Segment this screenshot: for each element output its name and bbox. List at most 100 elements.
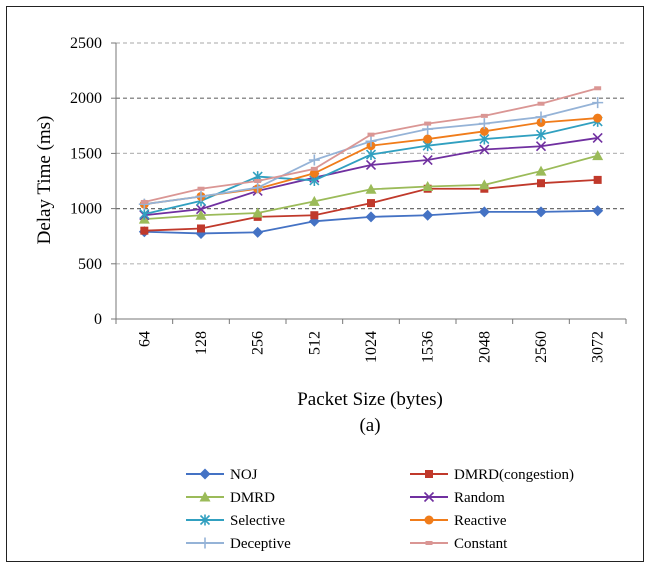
- x-tick-label: 2560: [533, 331, 550, 363]
- legend-label: Selective: [230, 513, 285, 529]
- legend-label: NOJ: [230, 467, 258, 483]
- data-point: [592, 97, 604, 109]
- data-point: [594, 86, 602, 91]
- y-tick-label: 1500: [70, 145, 102, 162]
- data-point: [422, 154, 433, 166]
- y-tick-label: 500: [78, 256, 102, 273]
- x-tick-label: 1024: [363, 331, 380, 363]
- data-point: [535, 165, 547, 176]
- legend-item: Reactive: [410, 513, 507, 529]
- legend: NOJ DMRD(congestion) DMRD Random Selective Re…: [186, 467, 574, 552]
- data-point: [478, 118, 490, 130]
- y-axis-ticks: 0 500 1000 1500 2000 2500: [70, 35, 102, 328]
- data-point: [537, 179, 545, 188]
- data-point: [140, 199, 148, 204]
- data-point: [537, 101, 545, 106]
- data-point: [478, 206, 490, 218]
- series-constant: [140, 86, 602, 204]
- series-deceptive: [138, 97, 604, 210]
- data-point: [367, 199, 375, 208]
- data-point: [139, 208, 150, 220]
- legend-item: Deceptive: [186, 536, 291, 552]
- data-point: [424, 515, 434, 525]
- data-point: [254, 179, 262, 183]
- data-point: [480, 113, 488, 118]
- data-point: [199, 491, 211, 502]
- data-point: [199, 514, 211, 526]
- legend-label: Constant: [454, 536, 508, 552]
- data-point: [140, 226, 149, 235]
- series-noj: [138, 205, 604, 239]
- x-tick-label: 256: [250, 331, 267, 355]
- series-group: [138, 86, 604, 239]
- legend-item: Selective: [186, 513, 285, 529]
- data-point: [365, 159, 377, 171]
- legend-label: Deceptive: [230, 536, 291, 552]
- x-tick-label: 1536: [420, 331, 437, 363]
- y-axis-title: Delay Time (ms): [34, 116, 55, 245]
- data-point: [365, 211, 377, 223]
- x-tick-label: 512: [306, 331, 323, 355]
- y-tick-label: 1000: [70, 201, 102, 218]
- data-point: [535, 141, 547, 152]
- y-tick-label: 0: [94, 311, 102, 328]
- data-point: [425, 541, 433, 545]
- legend-item: Constant: [410, 536, 508, 552]
- data-point: [479, 126, 489, 136]
- data-point: [199, 537, 211, 549]
- data-point: [423, 134, 433, 144]
- y-tick-label: 2000: [70, 90, 102, 107]
- legend-label: DMRD: [230, 490, 275, 506]
- data-point: [310, 166, 318, 171]
- data-point: [195, 190, 207, 202]
- chart-subtitle: (a): [359, 415, 380, 436]
- data-point: [424, 121, 432, 126]
- x-tick-label: 128: [193, 331, 210, 355]
- x-axis-ticks: 64 128 256 512 1024 1536 2048 2560 3072: [136, 331, 606, 363]
- data-point: [309, 168, 319, 178]
- data-point: [592, 205, 604, 217]
- data-point: [367, 132, 375, 137]
- x-tick-label: 2048: [476, 331, 493, 363]
- data-point: [252, 207, 264, 218]
- data-point: [365, 149, 377, 161]
- legend-item: Random: [410, 490, 505, 506]
- data-point: [252, 226, 264, 238]
- data-point: [592, 132, 603, 144]
- data-point: [197, 224, 205, 233]
- legend-label: Random: [454, 490, 505, 506]
- legend-item: DMRD: [186, 490, 275, 506]
- series-dmrd: [138, 150, 604, 224]
- data-point: [536, 117, 546, 127]
- y-tick-label: 2500: [70, 35, 102, 52]
- data-point: [308, 154, 320, 166]
- data-point: [422, 181, 434, 192]
- data-point: [423, 491, 435, 503]
- data-point: [308, 195, 320, 206]
- legend-label: DMRD(congestion): [454, 467, 574, 483]
- data-point: [197, 186, 205, 191]
- x-tick-label: 3072: [590, 331, 607, 363]
- data-point: [365, 183, 377, 194]
- data-point: [593, 175, 602, 184]
- data-point: [422, 209, 434, 221]
- data-point: [535, 111, 547, 123]
- data-point: [592, 150, 604, 161]
- data-point: [252, 182, 264, 194]
- data-point: [425, 470, 433, 478]
- legend-item: NOJ: [186, 467, 258, 483]
- data-point: [195, 209, 207, 220]
- data-point: [365, 135, 377, 147]
- data-point: [199, 468, 211, 480]
- legend-item: DMRD(congestion): [410, 467, 574, 483]
- data-point: [593, 113, 603, 123]
- data-point: [479, 144, 490, 155]
- x-axis-title: Packet Size (bytes): [297, 389, 443, 410]
- data-point: [478, 179, 490, 190]
- data-point: [535, 206, 547, 218]
- data-point: [535, 129, 547, 141]
- x-tick-label: 64: [136, 331, 153, 347]
- data-point: [195, 204, 207, 215]
- legend-label: Reactive: [454, 513, 507, 529]
